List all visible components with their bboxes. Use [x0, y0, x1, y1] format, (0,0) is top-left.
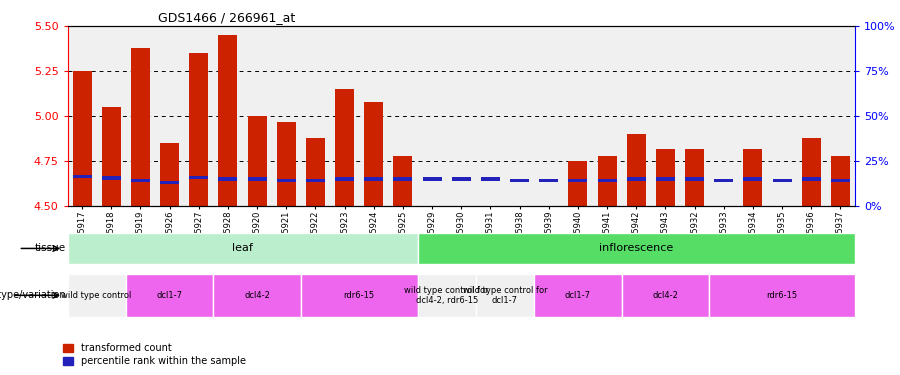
Bar: [364, 102, 383, 206]
Bar: [306, 138, 325, 206]
Bar: [418, 274, 476, 317]
Bar: [418, 232, 855, 264]
Bar: [189, 53, 208, 206]
Bar: [715, 179, 733, 183]
Bar: [452, 206, 471, 224]
Bar: [277, 122, 296, 206]
Text: dcl4-2: dcl4-2: [652, 291, 679, 300]
Bar: [335, 177, 354, 181]
Bar: [130, 179, 150, 183]
Bar: [219, 35, 238, 206]
Legend: transformed count, percentile rank within the sample: transformed count, percentile rank withi…: [63, 344, 246, 366]
Bar: [802, 138, 821, 206]
Bar: [219, 177, 238, 181]
Text: genotype/variation: genotype/variation: [0, 290, 66, 300]
Bar: [126, 274, 213, 317]
Bar: [535, 274, 622, 317]
Bar: [539, 206, 558, 228]
Bar: [743, 148, 762, 206]
Bar: [622, 274, 709, 317]
Bar: [306, 179, 325, 183]
Bar: [73, 71, 92, 206]
Bar: [598, 156, 616, 206]
Bar: [743, 177, 762, 181]
Bar: [772, 179, 792, 183]
Bar: [802, 177, 821, 181]
Bar: [715, 206, 733, 233]
Bar: [539, 179, 558, 183]
Bar: [481, 206, 500, 233]
Text: dcl4-2: dcl4-2: [244, 291, 270, 300]
Bar: [130, 48, 150, 206]
Bar: [160, 143, 179, 206]
Text: tissue: tissue: [34, 243, 66, 254]
Bar: [393, 156, 412, 206]
Bar: [452, 177, 471, 181]
Bar: [393, 177, 412, 181]
Bar: [598, 179, 616, 183]
Text: wild type control: wild type control: [61, 291, 132, 300]
Bar: [569, 179, 588, 183]
Text: dcl1-7: dcl1-7: [157, 291, 183, 300]
Text: GDS1466 / 266961_at: GDS1466 / 266961_at: [158, 11, 295, 24]
Text: inflorescence: inflorescence: [599, 243, 673, 254]
Bar: [656, 148, 675, 206]
Bar: [335, 89, 354, 206]
Bar: [102, 107, 121, 206]
Bar: [248, 177, 266, 181]
Bar: [189, 176, 208, 179]
Bar: [160, 181, 179, 184]
Bar: [277, 179, 296, 183]
Bar: [510, 206, 529, 242]
Bar: [481, 177, 500, 181]
Bar: [248, 116, 266, 206]
Text: leaf: leaf: [232, 243, 253, 254]
Bar: [656, 177, 675, 181]
Bar: [102, 176, 121, 180]
Bar: [364, 177, 383, 181]
Text: wild type control for
dcl4-2, rdr6-15: wild type control for dcl4-2, rdr6-15: [404, 286, 489, 304]
Bar: [685, 177, 704, 181]
Bar: [68, 274, 126, 317]
Text: dcl1-7: dcl1-7: [565, 291, 591, 300]
Bar: [301, 274, 418, 317]
Bar: [831, 156, 850, 206]
Bar: [73, 175, 92, 178]
Bar: [569, 161, 588, 206]
Bar: [476, 274, 535, 317]
Bar: [423, 177, 442, 181]
Bar: [213, 274, 301, 317]
Bar: [772, 206, 792, 242]
Bar: [626, 134, 645, 206]
Bar: [709, 274, 855, 317]
Text: rdr6-15: rdr6-15: [344, 291, 374, 300]
Bar: [626, 177, 645, 181]
Text: wild type control for
dcl1-7: wild type control for dcl1-7: [463, 286, 547, 304]
Bar: [510, 179, 529, 183]
Bar: [68, 232, 418, 264]
Bar: [831, 179, 850, 183]
Bar: [423, 206, 442, 233]
Bar: [685, 148, 704, 206]
Text: rdr6-15: rdr6-15: [767, 291, 797, 300]
